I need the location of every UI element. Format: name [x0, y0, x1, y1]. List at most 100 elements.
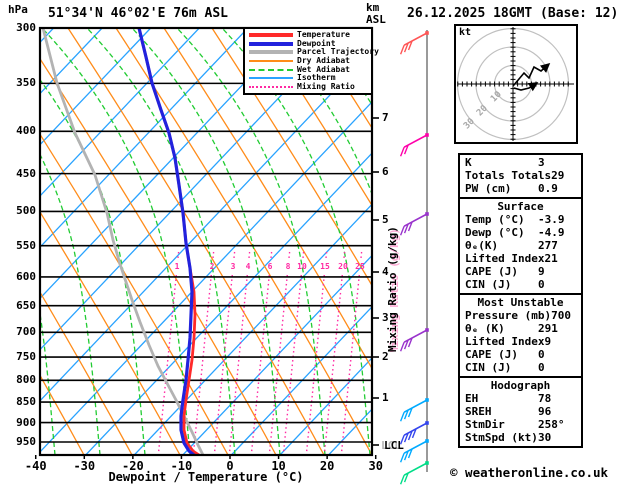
stats-section-indices: K 3 Totals Totals 29 PW (cm) 0.9 — [458, 153, 583, 199]
temp-tick--20: -20 — [122, 459, 144, 473]
mixing-ratio-label-2: 2 — [209, 262, 215, 271]
wind-barb-surface — [399, 461, 429, 485]
legend-swatch-6 — [249, 85, 293, 88]
stats-row: StmSpd (kt) 30 — [460, 431, 581, 444]
km-tick-5: 5 — [382, 213, 389, 226]
stats-value: 258° — [538, 418, 565, 431]
x-axis-title: Dewpoint / Temperature (°C) — [108, 470, 304, 484]
stats-value: 78 — [538, 392, 552, 405]
stats-row: Totals Totals 29 — [460, 169, 581, 182]
mixing-ratio-label-6: 6 — [267, 262, 273, 271]
legend: Temperature Dewpoint Parcel Trajectory Dry … — [243, 27, 379, 96]
pressure-tick-450: 450 — [16, 166, 36, 180]
stats-section-header: Hodograph — [490, 379, 551, 392]
stats-value: 21 — [544, 252, 558, 265]
legend-label-0: Temperature — [297, 30, 350, 40]
legend-item-1: Dewpoint — [249, 38, 368, 49]
stats-label: CAPE (J) — [465, 265, 518, 278]
stats-value: 9 — [538, 265, 545, 278]
stats-label: Dewp (°C) — [465, 226, 525, 239]
stats-row: CAPE (J) 9 — [460, 265, 581, 278]
stats-value: 30 — [538, 431, 552, 444]
stats-label: θₑ(K) — [465, 239, 499, 252]
hodograph-trace-lower — [513, 82, 539, 92]
stats-row: Pressure (mb) 700 — [460, 309, 581, 322]
mixing-ratio-label-3: 3 — [230, 262, 236, 271]
stats-label: CAPE (J) — [465, 348, 518, 361]
wind-barb-400 — [399, 133, 429, 157]
stats-label: Lifted Index — [465, 252, 545, 265]
stats-value: 0 — [538, 348, 545, 361]
stats-row: CAPE (J) 0 — [460, 348, 581, 361]
mixing-ratio-label-8: 8 — [285, 262, 291, 271]
pressure-tick-350: 350 — [16, 76, 36, 90]
pressure-tick-550: 550 — [16, 238, 36, 252]
stats-label: StmSpd (kt) — [465, 431, 538, 444]
mixing-ratio-label-4: 4 — [245, 262, 251, 271]
legend-item-3: Dry Adiabat — [249, 57, 368, 66]
altitude-axis-unit: km ASL — [366, 2, 386, 26]
station-title: 51°34'N 46°02'E 76m ASL — [48, 6, 229, 21]
legend-swatch-5 — [249, 77, 293, 80]
temp-tick--30: -30 — [73, 459, 96, 473]
wind-barb-500 — [399, 212, 429, 236]
pressure-tick-950: 950 — [16, 435, 36, 448]
pressure-tick-800: 800 — [16, 373, 36, 387]
temp-tick--40: -40 — [24, 459, 47, 473]
stats-section-surface: Surface Temp (°C) -3.9 Dewp (°C) -4.9 θₑ(K) 27… — [458, 197, 583, 295]
stats-row: CIN (J) 0 — [460, 278, 581, 291]
mixing-ratio-label-1: 1 — [174, 262, 180, 271]
legend-item-0: Temperature — [249, 31, 368, 40]
legend-label-1: Dewpoint — [297, 38, 336, 48]
stats-row: EH 78 — [460, 392, 581, 405]
temp-tick-30: 30 — [368, 459, 383, 473]
legend-swatch-2 — [249, 50, 293, 55]
stats-value: -4.9 — [538, 226, 565, 239]
mixing-ratio-label-25: 25 — [355, 262, 365, 271]
stats-label: Totals Totals — [465, 169, 552, 182]
stats-row: SREH 96 — [460, 405, 581, 418]
dewpoint-curve — [137, 28, 196, 455]
hodograph-unit-label: kt — [459, 27, 472, 38]
pressure-tick-650: 650 — [16, 298, 36, 312]
copyright-credit: © weatheronline.co.uk — [450, 465, 609, 480]
stats-label: SREH — [465, 405, 492, 418]
pressure-tick-600: 600 — [16, 269, 36, 283]
legend-item-6: Mixing Ratio — [249, 82, 368, 92]
stats-value: 29 — [551, 169, 565, 182]
stats-section-header: Surface — [497, 200, 544, 213]
wind-barb-900 — [399, 421, 429, 445]
temp-tick-10: 10 — [271, 459, 286, 473]
pressure-axis-unit: hPa — [8, 3, 28, 16]
wind-barb-950 — [399, 439, 429, 463]
datetime-title: 26.12.2025 18GMT (Base: 12) — [407, 6, 619, 21]
legend-swatch-0 — [249, 33, 293, 38]
stats-value: 96 — [538, 405, 552, 418]
hodograph — [454, 24, 578, 144]
stats-row: StmDir 258° — [460, 418, 581, 431]
stats-label: EH — [465, 392, 479, 405]
km-tick-6: 6 — [382, 165, 389, 178]
mixing-ratio-axis-title: Mixing Ratio (g/kg) — [386, 226, 399, 352]
wind-barb-850 — [399, 398, 429, 422]
stats-label: Pressure (mb) — [465, 309, 552, 322]
stats-label: Lifted Index — [465, 335, 545, 348]
legend-item-5: Isotherm — [249, 74, 368, 83]
wind-barb-300 — [399, 31, 429, 55]
mixing-ratio-label-15: 15 — [320, 262, 330, 271]
legend-swatch-1 — [249, 41, 293, 46]
legend-label-5: Isotherm — [297, 73, 336, 83]
legend-label-4: Wet Adiabat — [297, 64, 350, 74]
km-tick-2: 2 — [382, 350, 389, 363]
pressure-tick-900: 900 — [16, 415, 36, 429]
stats-label: PW (cm) — [465, 182, 512, 195]
stats-row: PW (cm) 0.9 — [460, 182, 581, 195]
stats-row: Lifted Index 9 — [460, 335, 581, 348]
stats-value: 277 — [538, 239, 558, 252]
stats-value: 0.9 — [538, 182, 558, 195]
km-tick-7: 7 — [382, 111, 389, 124]
stats-section-most-unstable: Most Unstable Pressure (mb) 700 θₑ (K) 291 Li… — [458, 293, 583, 378]
pressure-tick-750: 750 — [16, 350, 36, 364]
